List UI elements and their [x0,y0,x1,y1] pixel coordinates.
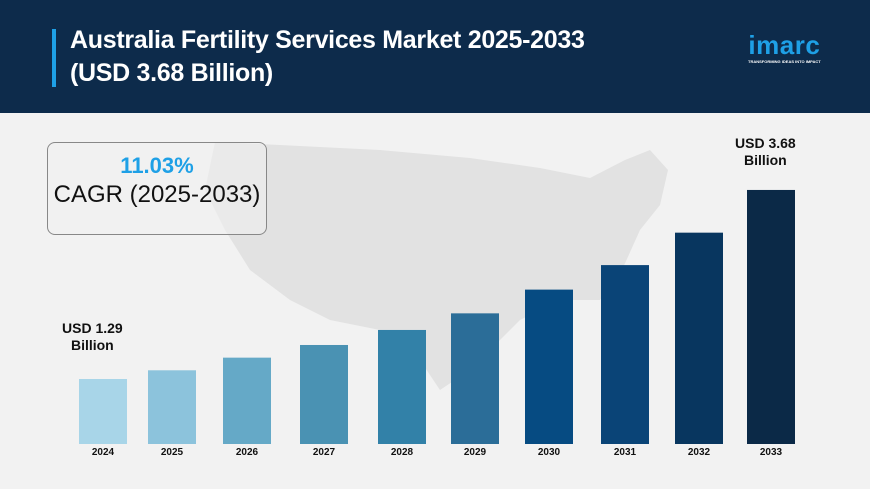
cagr-value: 11.03% [120,153,194,178]
title-accent-bar [52,29,56,87]
page-title: Australia Fertility Services Market 2025… [70,24,585,90]
title-line-2: (USD 3.68 Billion) [70,59,273,87]
x-tick-label: 2029 [464,447,487,458]
x-tick-label: 2026 [236,447,259,458]
bar-2028 [378,329,426,444]
bar-2029 [451,313,499,444]
start-value-line1: USD 1.29 [62,320,123,336]
cagr-label: CAGR (2025-2033) [53,181,261,208]
bar-2027 [300,344,348,444]
x-tick-label: 2033 [760,447,783,458]
bar-2033 [747,189,795,444]
logo-tagline: TRANSFORMING IDEAS INTO IMPACT [748,59,821,64]
bar-2030 [525,289,573,444]
x-tick-label: 2031 [614,447,637,458]
end-value-line1: USD 3.68 [735,135,796,151]
bar-2032 [675,232,723,444]
bar-2025 [148,370,196,444]
bar-2026 [223,357,271,444]
x-tick-label: 2032 [688,447,711,458]
title-line-1: Australia Fertility Services Market 2025… [70,26,585,54]
imarc-logo: imarc TRANSFORMING IDEAS INTO IMPACT [748,32,821,64]
end-value-label: USD 3.68 Billion [735,135,796,169]
logo-name: imarc [748,30,821,60]
x-tick-label: 2027 [313,447,336,458]
bar-2024 [79,379,127,444]
x-tick-label: 2025 [161,447,184,458]
map-silhouette [205,142,668,390]
x-tick-label: 2024 [92,447,115,458]
cagr-box: 11.03% CAGR (2025-2033) [47,142,267,235]
header-banner: Australia Fertility Services Market 2025… [0,0,870,113]
start-value-label: USD 1.29 Billion [62,320,123,354]
x-tick-label: 2030 [538,447,561,458]
x-tick-label: 2028 [391,447,414,458]
bar-2031 [601,265,649,444]
start-value-line2: Billion [70,337,114,353]
end-value-line2: Billion [743,152,787,168]
